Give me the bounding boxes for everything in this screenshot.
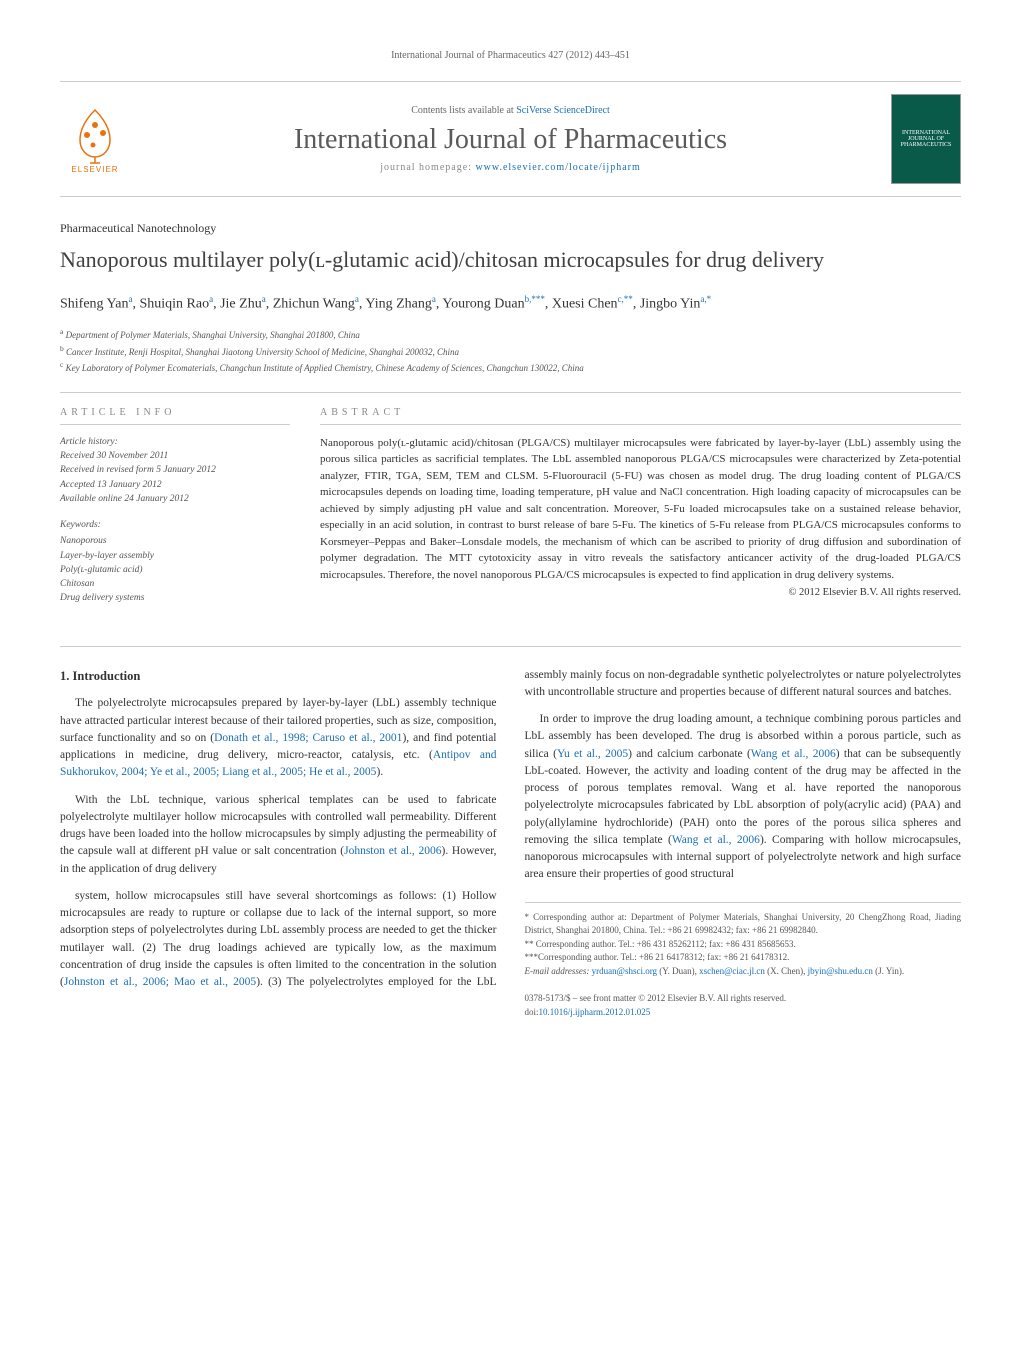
affiliation-line: c Key Laboratory of Polymer Ecomaterials… [60,359,961,376]
citation-link[interactable]: Wang et al., 2006 [751,748,836,760]
intro-heading: 1. Introduction [60,667,497,686]
front-matter-line: 0378-5173/$ – see front matter © 2012 El… [525,992,962,1019]
keyword: Drug delivery systems [60,591,290,605]
footnote-line: * Corresponding author at: Department of… [525,911,962,938]
publisher-name: ELSEVIER [71,165,118,174]
body-paragraph: With the LbL technique, various spherica… [60,792,497,878]
citation-link[interactable]: Wang et al., 2006 [672,834,760,846]
affiliations: a Department of Polymer Materials, Shang… [60,326,961,376]
homepage-line: journal homepage: www.elsevier.com/locat… [150,162,871,173]
email-link[interactable]: jbyin@shu.edu.cn [808,966,873,976]
body-paragraph: The polyelectrolyte microcapsules prepar… [60,695,497,781]
authors: Shifeng Yana, Shuiqin Raoa, Jie Zhua, Zh… [60,293,961,315]
article-info: ARTICLE INFO Article history: Received 3… [60,407,290,618]
affiliation-line: b Cancer Institute, Renji Hospital, Shan… [60,343,961,360]
email-link[interactable]: yrduan@shsci.org [592,966,657,976]
history-line: Accepted 13 January 2012 [60,478,290,492]
running-head: International Journal of Pharmaceutics 4… [60,50,961,61]
doi-link[interactable]: 10.1016/j.ijpharm.2012.01.025 [539,1007,651,1017]
keyword: Nanoporous [60,534,290,548]
body-paragraph: In order to improve the drug loading amo… [525,711,962,884]
article-title: Nanoporous multilayer poly(ʟ-glutamic ac… [60,246,961,275]
citation-link[interactable]: Johnston et al., 2006; Mao et al., 2005 [64,976,256,988]
body-columns: 1. Introduction The polyelectrolyte micr… [60,667,961,1020]
elsevier-tree-icon [65,105,125,165]
journal-name: International Journal of Pharmaceutics [150,124,871,156]
citation-link[interactable]: Johnston et al., 2006 [344,845,441,857]
journal-cover-thumb: INTERNATIONAL JOURNAL OF PHARMACEUTICS [891,94,961,184]
keyword: Chitosan [60,577,290,591]
keyword: Poly(ʟ-glutamic acid) [60,563,290,577]
history-line: Received 30 November 2011 [60,449,290,463]
corresponding-footnotes: * Corresponding author at: Department of… [525,902,962,979]
email-link[interactable]: xschen@ciac.jl.cn [699,966,765,976]
article-info-heading: ARTICLE INFO [60,407,290,425]
history-line: Received in revised form 5 January 2012 [60,463,290,477]
footnote-line: ***Corresponding author. Tel.: +86 21 64… [525,951,962,965]
citation-link[interactable]: Antipov and Sukhorukov, 2004; Ye et al.,… [60,749,496,778]
masthead: ELSEVIER Contents lists available at Sci… [60,81,961,197]
article-history: Article history: Received 30 November 20… [60,435,290,506]
abstract-copyright: © 2012 Elsevier B.V. All rights reserved… [320,587,961,598]
footnote-line: ** Corresponding author. Tel.: +86 431 8… [525,938,962,952]
citation-link[interactable]: Donath et al., 1998; Caruso et al., 2001 [214,732,402,744]
publisher-logo: ELSEVIER [60,99,130,179]
email-addresses-line: E-mail addresses: yrduan@shsci.org (Y. D… [525,965,962,979]
homepage-link[interactable]: www.elsevier.com/locate/ijpharm [475,162,640,173]
abstract-text: Nanoporous poly(ʟ-glutamic acid)/chitosa… [320,435,961,584]
keyword: Layer-by-layer assembly [60,549,290,563]
history-line: Available online 24 January 2012 [60,492,290,506]
sciencedirect-link[interactable]: SciVerse ScienceDirect [516,105,610,116]
contents-available-line: Contents lists available at SciVerse Sci… [150,105,871,116]
abstract-heading: ABSTRACT [320,407,961,425]
citation-link[interactable]: Yu et al., 2005 [557,748,628,760]
abstract: ABSTRACT Nanoporous poly(ʟ-glutamic acid… [320,407,961,618]
keywords-block: Keywords: NanoporousLayer-by-layer assem… [60,518,290,606]
section-label: Pharmaceutical Nanotechnology [60,221,961,236]
affiliation-line: a Department of Polymer Materials, Shang… [60,326,961,343]
